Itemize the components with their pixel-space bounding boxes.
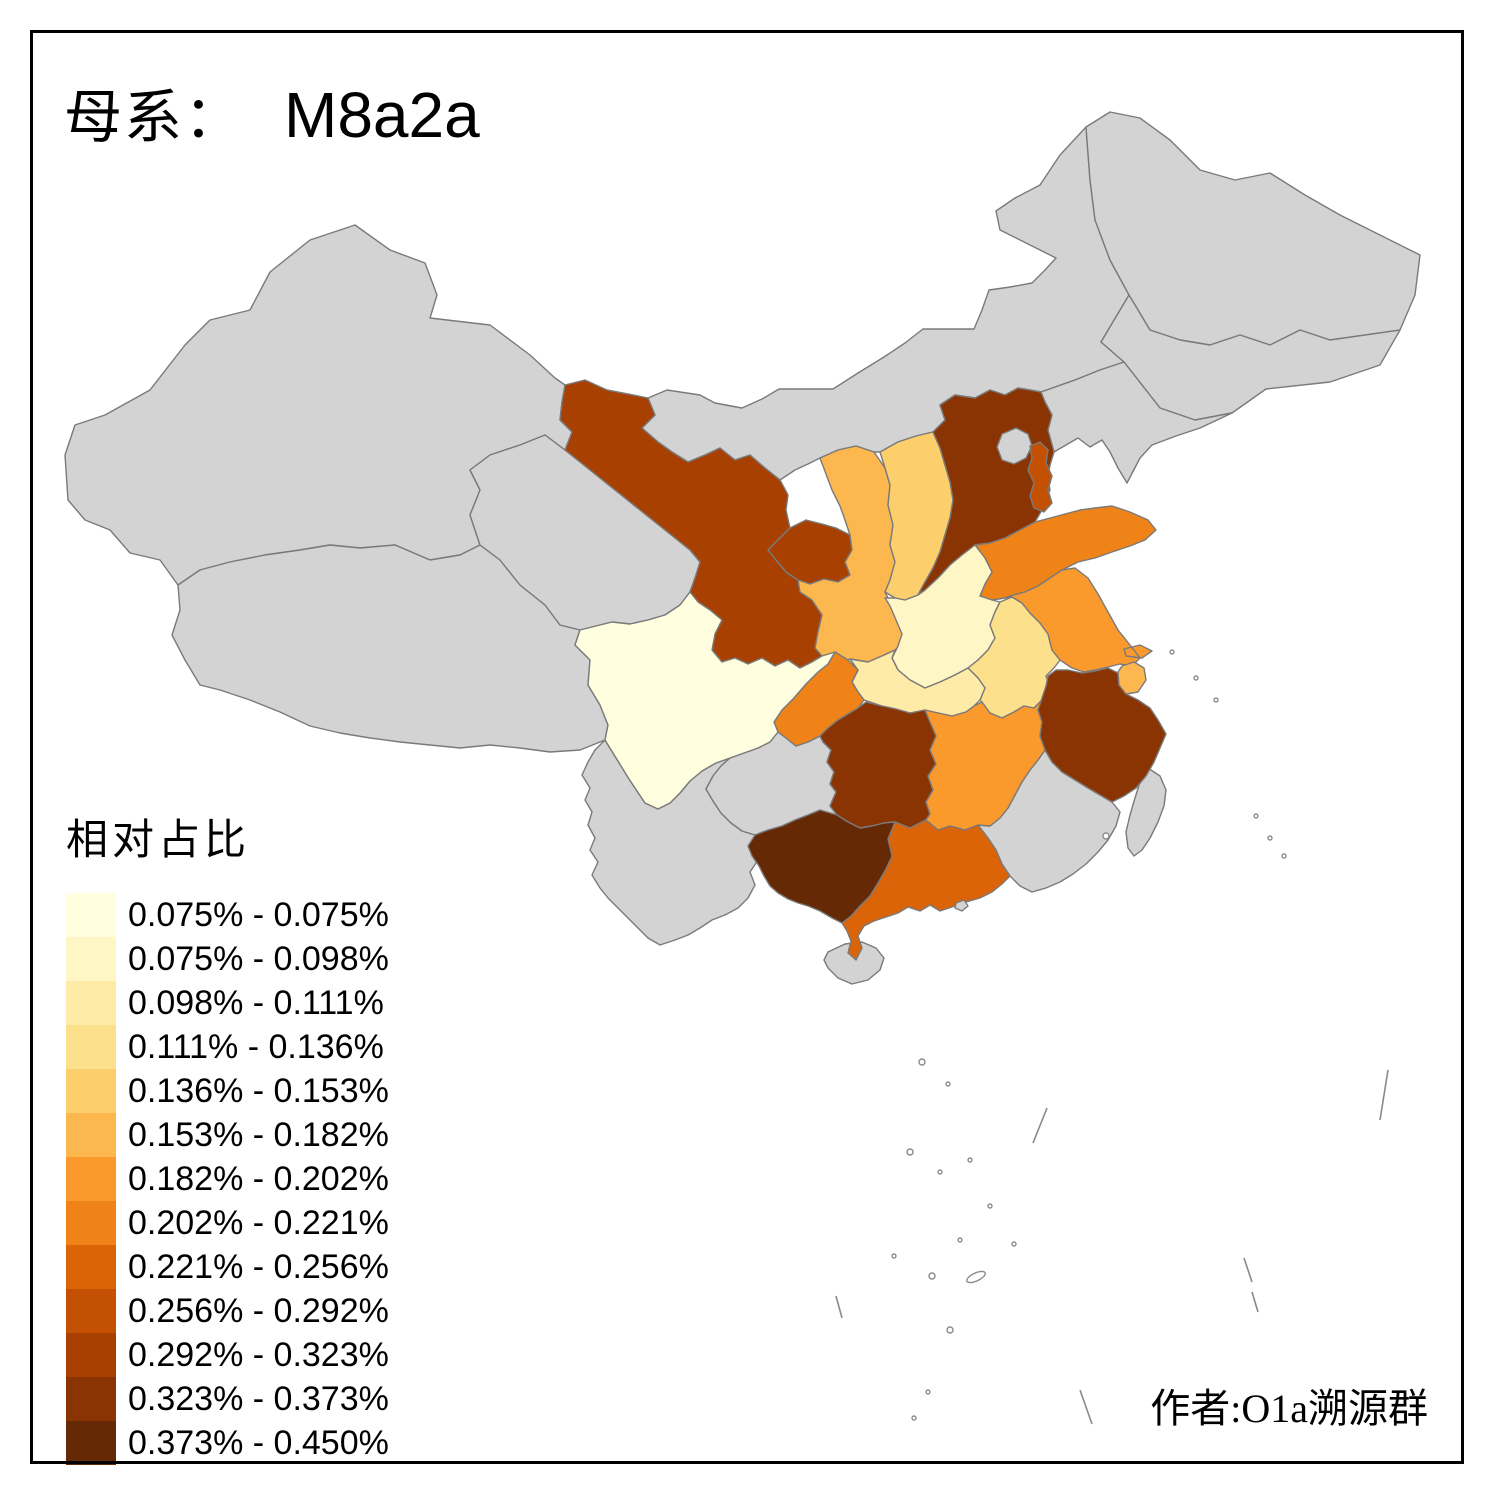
legend-swatch bbox=[66, 1069, 116, 1113]
region-guangxi bbox=[747, 809, 896, 924]
region-taiwan bbox=[1125, 767, 1167, 857]
legend-entry-7: 0.202% - 0.221% bbox=[66, 1201, 389, 1245]
region-tianjin bbox=[1027, 441, 1053, 513]
legend-entry-1: 0.075% - 0.098% bbox=[66, 937, 389, 981]
legend-swatch bbox=[66, 937, 116, 981]
legend-entry-11: 0.323% - 0.373% bbox=[66, 1377, 389, 1421]
legend-label: 0.153% - 0.182% bbox=[128, 1115, 389, 1154]
sea-boundary-dash bbox=[1079, 1389, 1093, 1425]
region-hunan bbox=[819, 701, 937, 829]
legend-swatch bbox=[66, 1025, 116, 1069]
legend-entry-3: 0.111% - 0.136% bbox=[66, 1025, 389, 1069]
region-sichuan bbox=[574, 591, 836, 810]
title-haplogroup: M8a2a bbox=[284, 79, 480, 151]
attribution-text: 作者:O1a溯源群 bbox=[1150, 1386, 1428, 1431]
region-hongkong bbox=[954, 899, 969, 912]
legend-label: 0.075% - 0.075% bbox=[128, 895, 389, 934]
region-shanghai bbox=[1117, 661, 1147, 695]
legend-swatch bbox=[66, 1113, 116, 1157]
legend-swatch bbox=[66, 1289, 116, 1333]
sea-boundary-dash bbox=[835, 1295, 843, 1319]
map-title: 母系： M8a2a bbox=[64, 70, 480, 154]
legend-swatch bbox=[66, 1157, 116, 1201]
legend-title: 相对占比 bbox=[66, 818, 251, 864]
region-jiangxi bbox=[924, 699, 1046, 831]
legend-entry-6: 0.182% - 0.202% bbox=[66, 1157, 389, 1201]
province-shapes bbox=[64, 111, 1421, 985]
legend-swatch bbox=[66, 1245, 116, 1289]
legend-label: 0.182% - 0.202% bbox=[128, 1159, 389, 1198]
legend-entry-0: 0.075% - 0.075% bbox=[66, 893, 389, 937]
legend-label: 0.292% - 0.323% bbox=[128, 1335, 389, 1374]
legend-swatch bbox=[66, 1421, 116, 1465]
sea-islands bbox=[835, 649, 1389, 1425]
legend-entry-5: 0.153% - 0.182% bbox=[66, 1113, 389, 1157]
legend-swatch bbox=[66, 1333, 116, 1377]
sea-boundary-dash bbox=[1243, 1257, 1253, 1283]
sea-boundary-dash bbox=[1251, 1291, 1259, 1313]
legend-label: 0.202% - 0.221% bbox=[128, 1203, 389, 1242]
legend-entry-2: 0.098% - 0.111% bbox=[66, 981, 389, 1025]
title-prefix: 母系： bbox=[64, 85, 245, 150]
legend-label: 0.111% - 0.136% bbox=[128, 1027, 384, 1066]
legend-swatch bbox=[66, 1201, 116, 1245]
region-beijing bbox=[996, 427, 1033, 465]
legend-label: 0.323% - 0.373% bbox=[128, 1379, 389, 1418]
legend-label: 0.075% - 0.098% bbox=[128, 939, 389, 978]
sea-boundary-dash bbox=[1032, 1107, 1048, 1144]
legend-entry-12: 0.373% - 0.450% bbox=[66, 1421, 389, 1465]
legend-entry-10: 0.292% - 0.323% bbox=[66, 1333, 389, 1377]
legend-swatch bbox=[66, 1377, 116, 1421]
legend-swatch bbox=[66, 981, 116, 1025]
legend: 相对占比 0.075% - 0.075% 0.075% - 0.098% 0.098… bbox=[66, 806, 389, 1465]
legend-label: 0.221% - 0.256% bbox=[128, 1247, 389, 1286]
legend-swatch bbox=[66, 893, 116, 937]
region-zhejiang bbox=[1037, 667, 1167, 803]
legend-entry-8: 0.221% - 0.256% bbox=[66, 1245, 389, 1289]
legend-label: 0.373% - 0.450% bbox=[128, 1423, 389, 1462]
legend-entry-9: 0.256% - 0.292% bbox=[66, 1289, 389, 1333]
legend-entry-4: 0.136% - 0.153% bbox=[66, 1069, 389, 1113]
sea-boundary-dash bbox=[1379, 1069, 1389, 1121]
legend-label: 0.098% - 0.111% bbox=[128, 983, 384, 1022]
legend-label: 0.256% - 0.292% bbox=[128, 1291, 389, 1330]
legend-rows: 0.075% - 0.075% 0.075% - 0.098% 0.098% - 0… bbox=[66, 893, 389, 1465]
legend-label: 0.136% - 0.153% bbox=[128, 1071, 389, 1110]
